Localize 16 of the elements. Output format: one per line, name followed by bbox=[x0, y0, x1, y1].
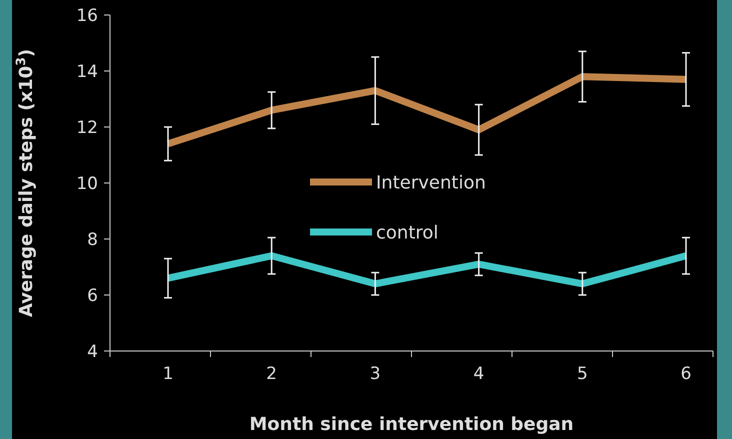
x-tick-label: 3 bbox=[370, 364, 381, 384]
x-tick-label: 1 bbox=[162, 364, 174, 384]
y-tick-label: 16 bbox=[76, 6, 98, 26]
y-tick-label: 10 bbox=[76, 174, 98, 194]
x-tick-label: 2 bbox=[266, 364, 278, 384]
x-tick-label: 6 bbox=[680, 364, 692, 384]
x-tick-label: 5 bbox=[576, 364, 588, 384]
y-tick-label: 8 bbox=[87, 230, 98, 250]
y-tick-label: 14 bbox=[76, 62, 98, 82]
y-tick-label: 4 bbox=[87, 342, 98, 362]
x-tick-label: 4 bbox=[473, 364, 484, 384]
y-tick-label: 6 bbox=[87, 286, 98, 306]
legend-label: control bbox=[376, 222, 438, 244]
legend-label: Intervention bbox=[376, 172, 486, 194]
y-tick-label: 12 bbox=[76, 118, 98, 138]
x-axis-title: Month since intervention began bbox=[249, 414, 574, 435]
